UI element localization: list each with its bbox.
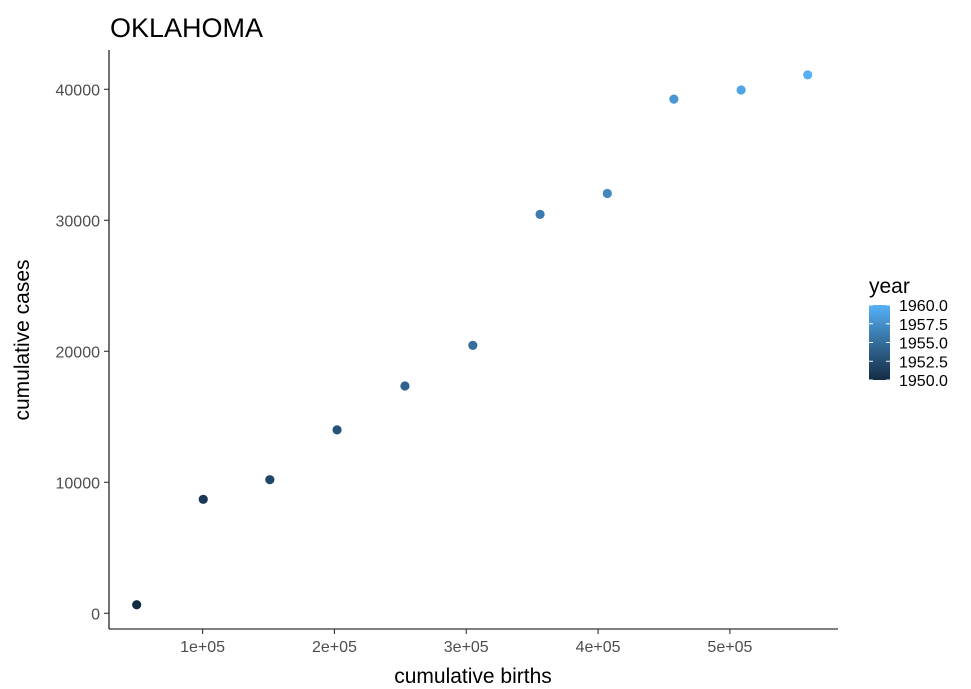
y-tick-label: 30000 [56, 213, 101, 230]
legend-tick-label: 1950.0 [899, 373, 948, 390]
data-point [265, 475, 275, 485]
y-axis-ticks: 0 10000 20000 30000 40000 [56, 82, 109, 623]
y-tick-label: 40000 [56, 82, 101, 99]
data-point [602, 188, 612, 199]
data-point [468, 340, 478, 350]
legend-tick-label: 1955.0 [899, 336, 948, 353]
data-point [332, 425, 342, 435]
legend-colorbar [869, 305, 890, 380]
legend-title: year [869, 275, 910, 298]
data-point [132, 600, 142, 610]
data-point [803, 70, 813, 80]
data-point [400, 381, 410, 391]
y-tick-label: 0 [91, 606, 100, 623]
x-tick-label: 3e+05 [444, 639, 489, 656]
legend-tick-label: 1960.0 [899, 298, 948, 315]
data-point [535, 209, 545, 219]
x-axis-ticks: 1e+05 2e+05 3e+05 4e+05 5e+05 [180, 629, 752, 656]
data-point [198, 494, 208, 504]
x-tick-label: 1e+05 [180, 639, 225, 656]
y-axis-title: cumulative cases [11, 259, 34, 420]
data-point [669, 94, 679, 104]
y-tick-label: 20000 [56, 344, 101, 361]
data-points [132, 70, 813, 610]
legend-tick-label: 1952.5 [899, 354, 948, 371]
legend-tick-label: 1957.5 [899, 317, 948, 334]
chart-title: OKLAHOMA [110, 13, 263, 43]
x-tick-label: 2e+05 [312, 639, 357, 656]
x-tick-label: 4e+05 [576, 639, 621, 656]
x-axis-title: cumulative births [394, 665, 552, 688]
y-tick-label: 10000 [56, 475, 101, 492]
data-point [736, 85, 746, 95]
x-tick-label: 5e+05 [707, 639, 752, 656]
